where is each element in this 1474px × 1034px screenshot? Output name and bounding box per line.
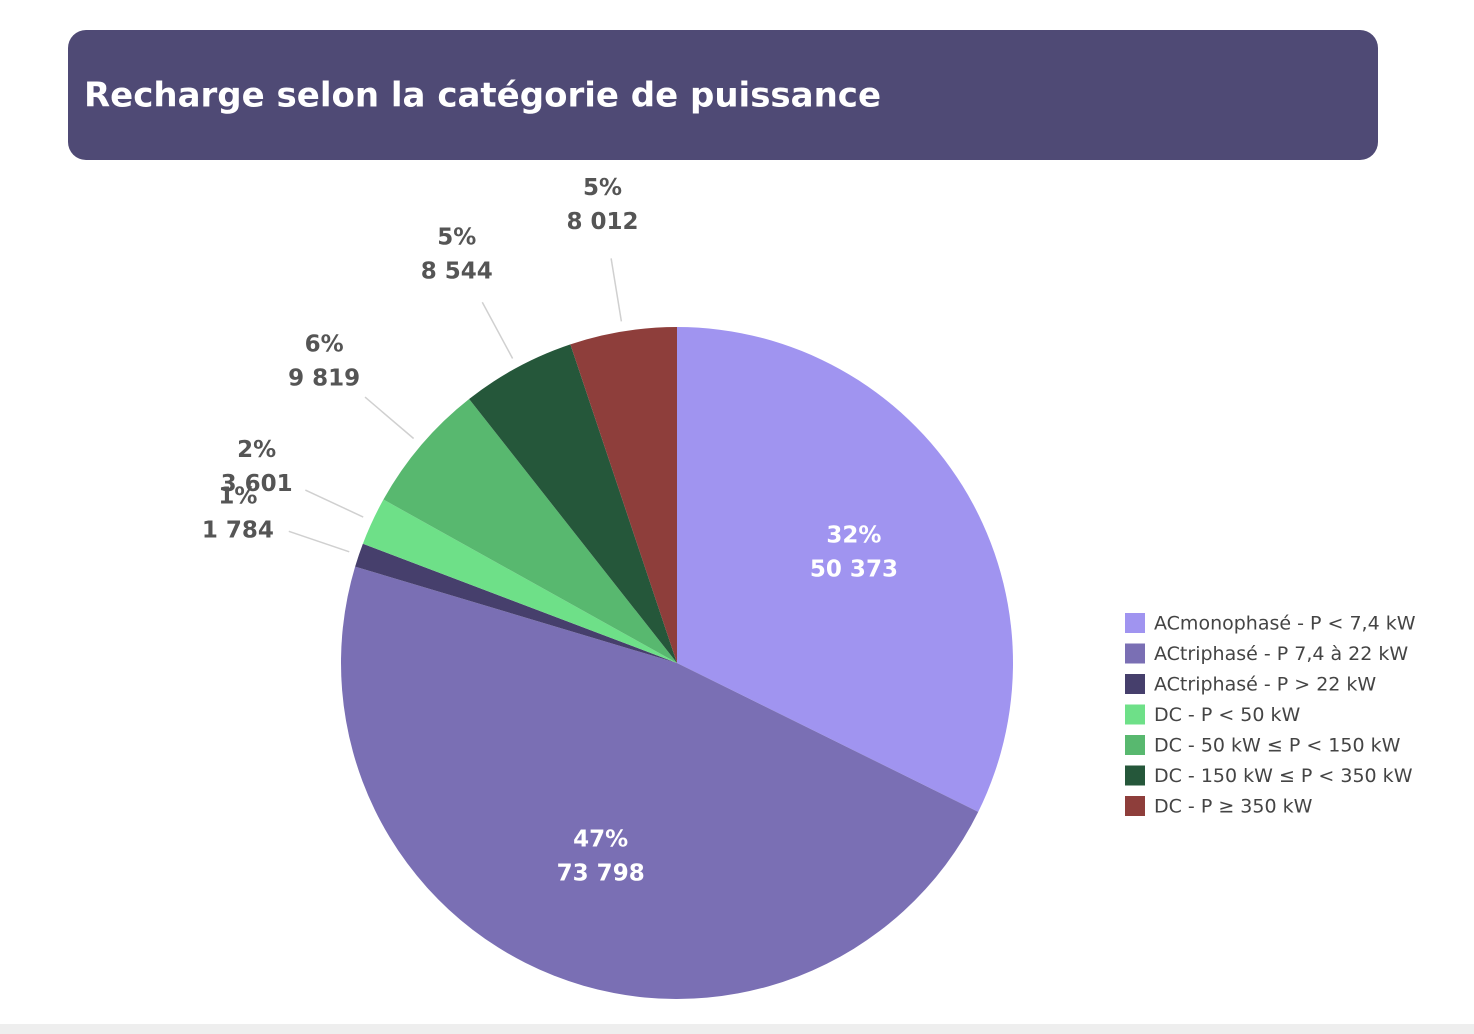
data-label-percent: 32%: [826, 523, 881, 549]
legend-label: ACmonophasé - P < 7,4 kW: [1154, 613, 1416, 635]
pie-slice: [383, 399, 677, 663]
data-label-value: 8 544: [421, 258, 493, 284]
legend-label: DC - P ≥ 350 kW: [1154, 796, 1313, 818]
leader-line: [305, 489, 364, 518]
leader-line: [481, 301, 514, 359]
leader-line: [288, 530, 350, 553]
leader-line: [610, 258, 623, 322]
pie-slice: [570, 327, 677, 663]
legend-swatch: [1125, 674, 1145, 694]
legend-swatch: [1125, 796, 1145, 816]
pie-slice: [677, 327, 1013, 812]
data-label-percent: 47%: [573, 826, 628, 852]
data-label-percent: 5%: [583, 175, 622, 201]
pie-slice: [355, 543, 677, 663]
legend-label: ACtriphasé - P > 22 kW: [1154, 674, 1376, 696]
data-label-percent: 5%: [437, 224, 476, 250]
legend-swatch: [1125, 613, 1145, 633]
legend-label: DC - 50 kW ≤ P < 150 kW: [1154, 735, 1401, 757]
legend-swatch: [1125, 704, 1145, 725]
leader-line: [364, 396, 415, 440]
data-label-value: 8 012: [566, 209, 638, 235]
legend-label: DC - P < 50 kW: [1154, 704, 1301, 726]
data-label-value: 50 373: [810, 557, 898, 583]
chart-title: Recharge selon la catégorie de puissance: [84, 76, 881, 116]
data-label-value: 1 784: [202, 518, 274, 544]
data-label-value: 3 601: [221, 471, 293, 497]
legend-label: DC - 150 kW ≤ P < 350 kW: [1154, 765, 1413, 787]
legend-swatch: [1125, 643, 1145, 664]
data-label-percent: 1%: [218, 484, 257, 510]
data-label-percent: 6%: [305, 332, 344, 358]
pie-slice: [340, 566, 979, 1000]
legend-swatch: [1125, 735, 1145, 755]
legend-swatch: [1125, 765, 1145, 786]
data-label-percent: 2%: [237, 437, 276, 463]
pie-slice: [469, 344, 677, 663]
pie-slice: [362, 499, 677, 663]
bottom-band: [0, 1024, 1474, 1034]
data-label-value: 73 798: [557, 860, 645, 886]
legend-label: ACtriphasé - P 7,4 à 22 kW: [1154, 643, 1408, 665]
data-label-value: 9 819: [288, 366, 360, 392]
title-banner: [68, 30, 1378, 160]
